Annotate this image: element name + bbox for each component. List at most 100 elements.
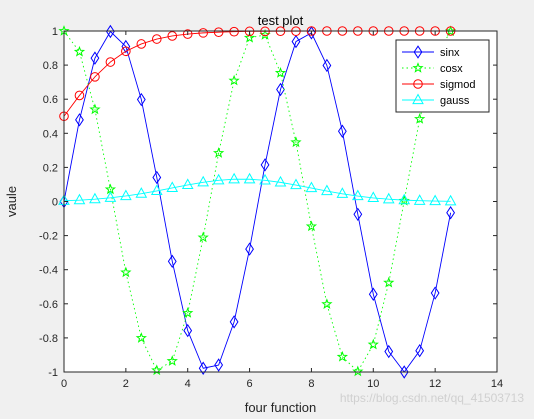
data-point-gauss [150,184,163,195]
data-point-cosx [120,266,132,278]
series-gauss [58,172,457,206]
data-point-sinx [322,58,332,73]
data-point-sigmod [121,46,131,57]
tick-layer: 0 2 4 6 8 10 12 14 -1 -0.8 -0.6 -0.4 -0.2 0 0.2 0.4 0.6 0… [39,26,503,390]
data-point-cosx [398,194,410,206]
data-point-gauss [444,194,457,206]
legend-label-gauss: gauss [440,95,470,107]
data-point-sinx [368,287,378,301]
data-point-cosx [336,350,349,362]
x-tick-label: 10 [367,378,379,390]
legend-entry-sigmod: sigmod [402,79,475,91]
x-axis-label: four function [245,400,317,415]
data-point-sigmod [74,90,85,101]
legend-marker-gauss [412,93,424,105]
data-point-gauss [305,181,318,193]
data-point-sigmod [182,29,193,39]
data-point-cosx [89,103,101,115]
legend-entry-gauss: gauss [402,93,470,107]
data-point-cosx [104,183,117,195]
data-point-cosx [197,231,209,243]
data-point-sigmod [136,39,147,49]
data-point-sinx [183,323,193,338]
data-point-sigmod [198,28,208,38]
data-point-gauss [259,173,271,185]
data-point-sinx [229,315,239,329]
data-point-gauss [413,194,426,205]
x-tick-label: 4 [185,378,191,390]
y-tick-label: -1 [48,367,58,379]
data-point-gauss [228,172,240,184]
data-point-sinx [446,206,456,220]
data-point-cosx [444,25,457,37]
data-point-gauss [212,173,225,185]
data-point-cosx [274,67,287,78]
data-point-gauss [429,194,441,206]
legend-marker-cosx [412,62,424,73]
x-tick-label: 6 [247,378,253,390]
legend: sinx cosx sigmod gauss [395,39,490,113]
data-point-gauss [398,193,411,205]
x-tick-label: 0 [61,378,67,390]
data-point-sinx [121,39,131,54]
legend-label-cosx: cosx [440,63,463,75]
data-point-gauss [73,193,86,205]
data-point-sinx [167,254,177,269]
data-point-sinx [75,113,84,127]
data-point-sinx [399,365,409,379]
data-point-gauss [367,191,380,202]
data-point-cosx [212,147,225,158]
data-point-sigmod [105,57,116,67]
chart-title: test plot [258,13,304,28]
data-point-sinx [430,286,440,300]
data-point-sigmod [229,26,239,37]
legend-entry-cosx: cosx [402,62,463,75]
data-point-gauss [166,181,179,192]
data-point-cosx [383,276,395,288]
data-point-gauss [382,192,395,204]
data-point-cosx [243,31,256,43]
data-point-sinx [105,24,115,39]
legend-marker-sigmod [413,79,423,89]
series-line-sinx [63,31,452,373]
data-point-sinx [245,242,254,256]
y-tick-label: -0.2 [39,231,58,243]
y-tick-label: -0.8 [39,333,58,345]
data-point-sinx [198,361,208,375]
data-point-gauss [181,178,194,190]
data-point-gauss [274,175,287,187]
x-tick-label: 14 [491,378,503,390]
data-point-cosx [352,365,364,377]
data-point-gauss [89,192,101,204]
data-point-gauss [321,184,333,196]
y-tick-label: -0.6 [39,299,58,311]
y-tick-label: 0.4 [43,128,58,140]
data-point-gauss [290,178,302,190]
data-point-cosx [414,113,426,124]
data-point-cosx [367,338,379,350]
data-point-sigmod [167,31,178,41]
x-tick-label: 12 [429,378,441,390]
x-tick-label: 2 [123,378,129,390]
data-point-gauss [135,187,148,198]
data-point-cosx [305,220,318,232]
y-tick-label: 0.8 [43,60,58,72]
data-point-gauss [351,189,364,201]
legend-label-sigmod: sigmod [440,79,475,91]
data-point-sinx [90,51,100,65]
y-tick-label: -0.4 [39,265,58,277]
legend-marker-sinx [413,45,423,59]
data-point-gauss [197,175,210,187]
data-point-cosx [321,298,333,309]
data-point-sinx [152,170,162,185]
data-point-gauss [120,189,132,201]
data-point-sinx [214,358,224,372]
data-point-sinx [353,207,363,221]
y-tick-label: 0.6 [43,94,58,106]
data-point-gauss [243,172,256,184]
data-point-sinx [291,34,301,49]
data-point-sigmod [213,27,224,37]
data-point-cosx [259,28,271,40]
y-axis-label: vaule [4,186,19,217]
